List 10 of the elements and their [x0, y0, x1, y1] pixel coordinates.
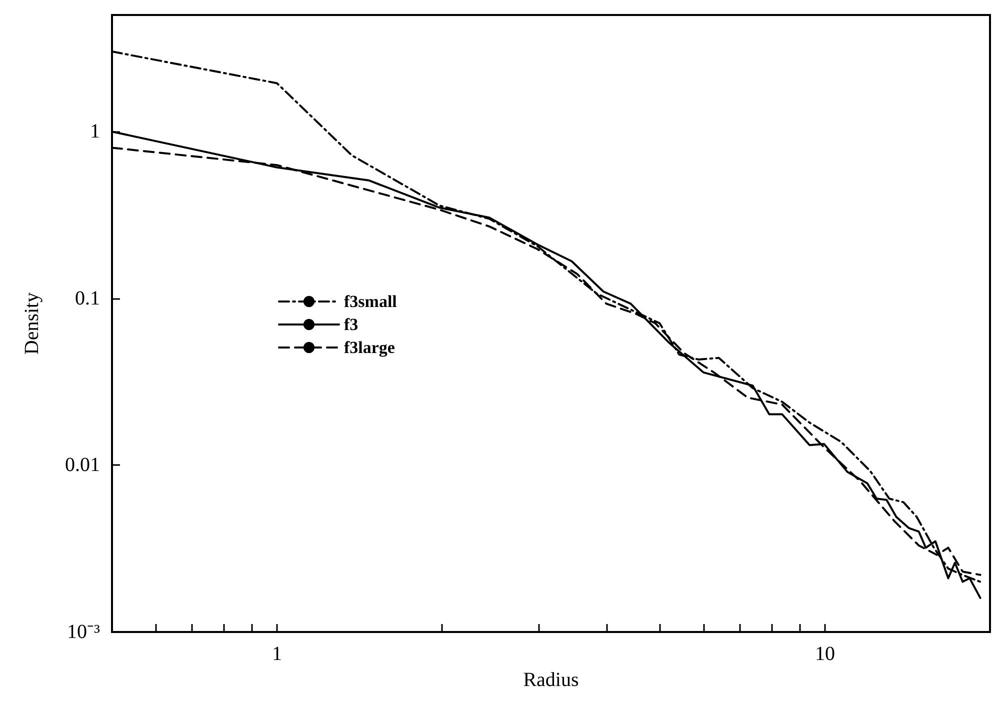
- x-axis-title: Radius: [523, 669, 579, 691]
- y-tick-label: 1: [90, 120, 100, 143]
- y-tick-label: 0.01: [65, 454, 100, 476]
- x-tick-label: 10: [815, 643, 836, 665]
- legend-label: f3: [344, 315, 358, 334]
- y-axis-title: Density: [21, 292, 43, 355]
- legend-label: f3large: [344, 338, 396, 357]
- legend-label: f3small: [344, 292, 398, 311]
- y-tick-label: 0.1: [75, 287, 100, 310]
- y-tick-label: 10⁻³: [67, 621, 100, 643]
